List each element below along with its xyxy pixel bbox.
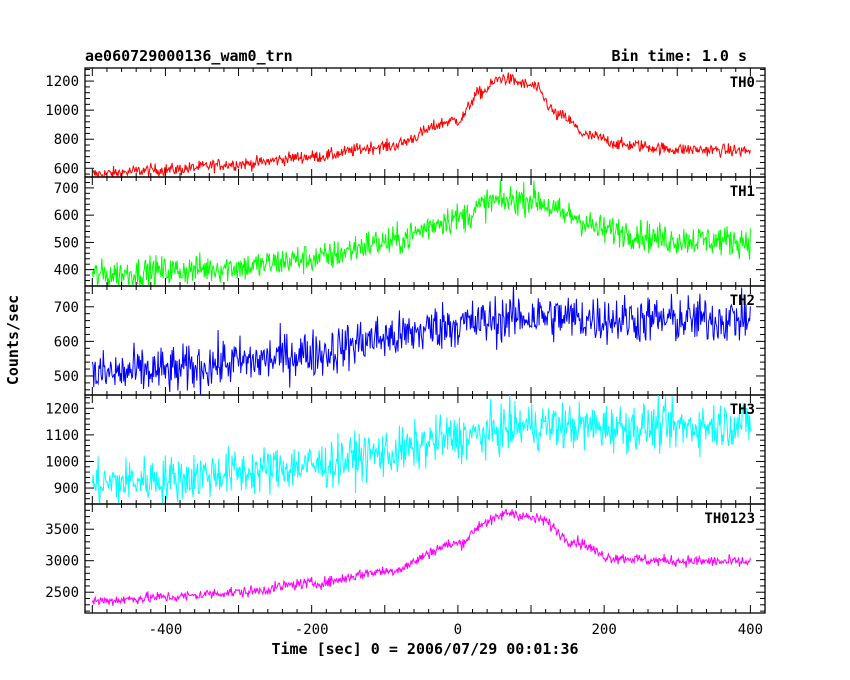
- panel-frame: [84, 67, 766, 178]
- x-tick-label: 400: [738, 622, 763, 638]
- y-tick-label: 600: [54, 208, 79, 224]
- y-tick-label: 2500: [45, 585, 79, 601]
- series-label: TH1: [730, 184, 755, 200]
- y-tick-label: 800: [54, 132, 79, 148]
- series-label: TH0: [730, 75, 755, 91]
- series-line-th3: [91, 395, 751, 504]
- x-axis-label: Time [sec] 0 = 2006/07/29 00:01:36: [271, 640, 578, 658]
- y-tick-label: 500: [54, 235, 79, 251]
- x-tick-label: 0: [454, 622, 462, 638]
- y-tick-label: 600: [54, 161, 79, 177]
- x-tick-label: -400: [149, 622, 183, 638]
- x-tick-label: -200: [295, 622, 329, 638]
- series-line-th0123: [91, 508, 751, 606]
- y-tick-label: 900: [54, 481, 79, 497]
- panel-frame: [84, 503, 766, 614]
- panels: TH0 600 800 1000 1200 TH1 400 500 600 700 TH2 500 60…: [45, 67, 766, 638]
- y-tick-label: 1000: [45, 103, 79, 119]
- y-tick-label: 1000: [45, 454, 79, 470]
- y-tick-label: 1100: [45, 428, 79, 444]
- y-tick-label: 700: [54, 181, 79, 197]
- series-line-th0: [91, 72, 751, 177]
- series-line-th2: [91, 286, 751, 395]
- x-tick-label: 200: [591, 622, 616, 638]
- y-tick-label: 1200: [45, 74, 79, 90]
- series-label: TH2: [730, 293, 755, 309]
- y-tick-label: 500: [54, 369, 79, 385]
- y-tick-label: 3000: [45, 554, 79, 570]
- y-axis-label: Counts/sec: [4, 295, 22, 385]
- y-tick-label: 3500: [45, 522, 79, 538]
- y-tick-label: 600: [54, 334, 79, 350]
- series-label: TH3: [730, 402, 755, 418]
- series-line-th1: [91, 179, 751, 286]
- bin-time-label: Bin time: 1.0 s: [612, 47, 747, 65]
- y-tick-label: 1200: [45, 401, 79, 417]
- y-tick-label: 700: [54, 300, 79, 316]
- chart-title: ae060729000136_wam0_trn: [85, 47, 293, 65]
- series-label: TH0123: [704, 511, 755, 527]
- y-tick-label: 400: [54, 263, 79, 279]
